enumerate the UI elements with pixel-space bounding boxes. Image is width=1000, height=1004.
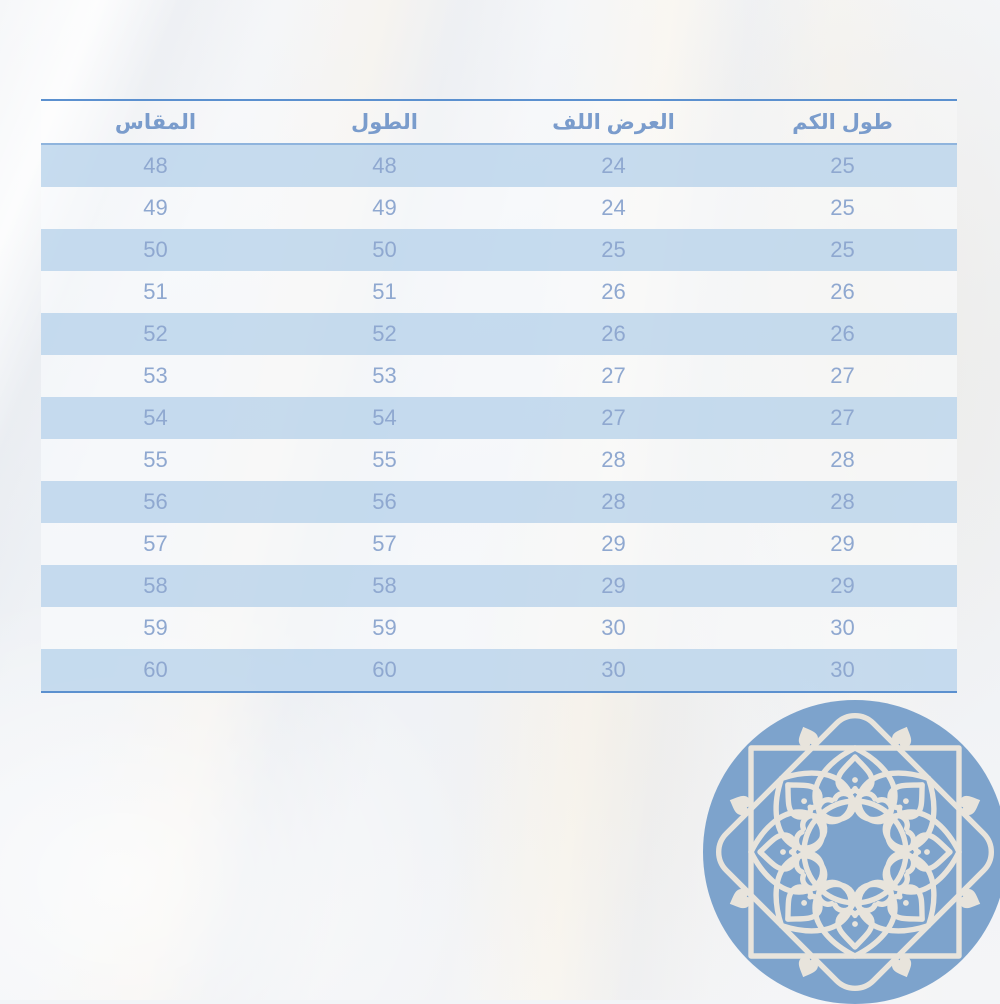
table-row: 27 27 54 54: [41, 397, 957, 439]
cell-sleeve-length: 27: [728, 355, 957, 397]
cell-size: 53: [41, 355, 270, 397]
table-row: 30 30 60 60: [41, 649, 957, 693]
table-header-row: طول الكم العرض اللف الطول المقاس: [41, 99, 957, 145]
table-row: 26 26 52 52: [41, 313, 957, 355]
cell-wrap-width: 24: [499, 187, 728, 229]
cell-length: 60: [270, 649, 499, 693]
cell-wrap-width: 30: [499, 607, 728, 649]
size-chart-table: طول الكم العرض اللف الطول المقاس 25 24 48 4…: [41, 99, 957, 693]
cell-size: 60: [41, 649, 270, 693]
cell-sleeve-length: 28: [728, 481, 957, 523]
cell-sleeve-length: 26: [728, 313, 957, 355]
cell-sleeve-length: 25: [728, 229, 957, 271]
cell-sleeve-length: 29: [728, 565, 957, 607]
cell-length: 53: [270, 355, 499, 397]
cell-size: 57: [41, 523, 270, 565]
table-row: 28 28 56 56: [41, 481, 957, 523]
cell-wrap-width: 24: [499, 144, 728, 187]
cell-sleeve-length: 27: [728, 397, 957, 439]
table-body: 25 24 48 48 25 24 49 49 25 25 50 50 26 26 51 51 26 26 52 52…: [41, 144, 957, 693]
cell-size: 55: [41, 439, 270, 481]
cell-wrap-width: 25: [499, 229, 728, 271]
cell-length: 56: [270, 481, 499, 523]
cell-wrap-width: 29: [499, 565, 728, 607]
cell-length: 48: [270, 144, 499, 187]
table-row: 29 29 58 58: [41, 565, 957, 607]
column-header-size: المقاس: [41, 99, 270, 145]
cell-size: 52: [41, 313, 270, 355]
cell-size: 56: [41, 481, 270, 523]
cell-length: 59: [270, 607, 499, 649]
cell-wrap-width: 28: [499, 481, 728, 523]
cell-wrap-width: 27: [499, 355, 728, 397]
table-row: 25 25 50 50: [41, 229, 957, 271]
cell-length: 54: [270, 397, 499, 439]
cell-size: 48: [41, 144, 270, 187]
cell-length: 52: [270, 313, 499, 355]
cell-length: 58: [270, 565, 499, 607]
cell-sleeve-length: 30: [728, 607, 957, 649]
cell-sleeve-length: 25: [728, 144, 957, 187]
cell-size: 50: [41, 229, 270, 271]
cell-wrap-width: 27: [499, 397, 728, 439]
cell-sleeve-length: 26: [728, 271, 957, 313]
cell-wrap-width: 26: [499, 271, 728, 313]
cell-sleeve-length: 29: [728, 523, 957, 565]
table-row: 25 24 48 48: [41, 144, 957, 187]
brand-logo-medallion: [703, 700, 1000, 1004]
table-row: 29 29 57 57: [41, 523, 957, 565]
column-header-wrap-width: العرض اللف: [499, 99, 728, 145]
cell-sleeve-length: 28: [728, 439, 957, 481]
cell-wrap-width: 29: [499, 523, 728, 565]
table-row: 25 24 49 49: [41, 187, 957, 229]
column-header-sleeve-length: طول الكم: [728, 99, 957, 145]
cell-size: 49: [41, 187, 270, 229]
cell-wrap-width: 26: [499, 313, 728, 355]
table-row: 30 30 59 59: [41, 607, 957, 649]
cell-length: 49: [270, 187, 499, 229]
cell-wrap-width: 28: [499, 439, 728, 481]
cell-wrap-width: 30: [499, 649, 728, 693]
table-row: 27 27 53 53: [41, 355, 957, 397]
ornament-center-ring: [801, 798, 909, 906]
cell-length: 57: [270, 523, 499, 565]
column-header-length: الطول: [270, 99, 499, 145]
cell-size: 51: [41, 271, 270, 313]
cell-length: 55: [270, 439, 499, 481]
cell-size: 54: [41, 397, 270, 439]
cell-length: 50: [270, 229, 499, 271]
cell-size: 59: [41, 607, 270, 649]
cell-length: 51: [270, 271, 499, 313]
table-row: 28 28 55 55: [41, 439, 957, 481]
cell-sleeve-length: 30: [728, 649, 957, 693]
table-header: طول الكم العرض اللف الطول المقاس: [41, 99, 957, 145]
cell-size: 58: [41, 565, 270, 607]
table-row: 26 26 51 51: [41, 271, 957, 313]
cell-sleeve-length: 25: [728, 187, 957, 229]
